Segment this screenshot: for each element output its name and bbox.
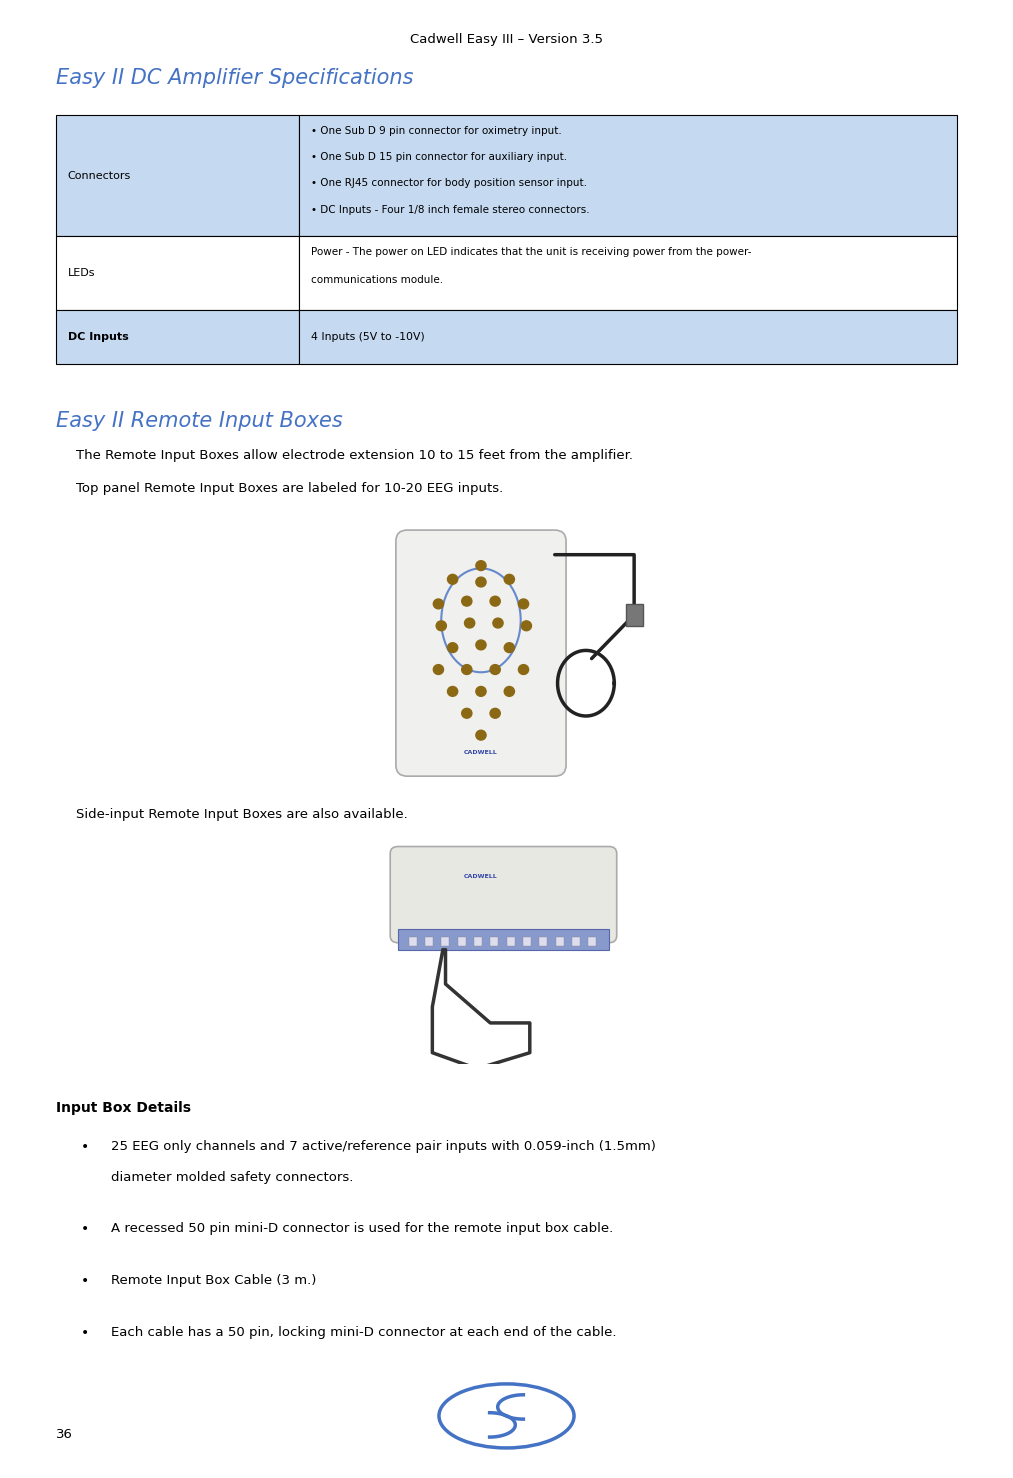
Text: •: • [81,1326,89,1339]
Text: • One RJ45 connector for body position sensor input.: • One RJ45 connector for body position s… [311,179,588,188]
FancyBboxPatch shape [390,847,617,943]
Circle shape [504,643,515,653]
Text: 25 EEG only channels and 7 active/reference pair inputs with 0.059-inch (1.5mm): 25 EEG only channels and 7 active/refere… [111,1140,656,1153]
Circle shape [465,618,475,628]
Circle shape [462,708,472,718]
Bar [408,937,416,946]
Text: Power - The power on LED indicates that the unit is receiving power from the pow: Power - The power on LED indicates that … [311,247,752,257]
Bar [56,310,299,364]
Bar [56,115,299,236]
Circle shape [476,730,486,740]
Circle shape [476,686,486,696]
Text: • One Sub D 15 pin connector for auxiliary input.: • One Sub D 15 pin connector for auxilia… [311,152,567,163]
Text: communications module.: communications module. [311,275,444,285]
Circle shape [448,686,458,696]
FancyBboxPatch shape [396,531,566,776]
Bar [458,937,466,946]
Bar [555,937,563,946]
Circle shape [519,599,529,609]
Bar [589,937,597,946]
Circle shape [462,596,472,606]
Bar [425,937,433,946]
Text: DC Inputs: DC Inputs [68,333,129,341]
Text: LEDs: LEDs [68,269,95,278]
Circle shape [476,576,486,587]
Bar [474,937,482,946]
Circle shape [476,640,486,650]
Circle shape [476,560,486,571]
Text: Easy II Remote Input Boxes: Easy II Remote Input Boxes [56,411,342,432]
Text: CADWELL: CADWELL [464,751,497,755]
Text: The Remote Input Boxes allow electrode extension 10 to 15 feet from the amplifie: The Remote Input Boxes allow electrode e… [76,449,633,463]
Circle shape [490,596,500,606]
Text: Side-input Remote Input Boxes are also available.: Side-input Remote Input Boxes are also a… [76,808,407,822]
Circle shape [462,665,472,674]
FancyBboxPatch shape [398,930,609,950]
Circle shape [493,618,503,628]
Circle shape [519,665,529,674]
Bar [490,937,498,946]
Bar [572,937,579,946]
Circle shape [522,621,532,631]
Circle shape [434,599,444,609]
Circle shape [490,708,500,718]
Circle shape [490,665,500,674]
Text: • DC Inputs - Four 1/8 inch female stereo connectors.: • DC Inputs - Four 1/8 inch female stere… [311,204,590,214]
Circle shape [437,621,447,631]
Text: Easy II DC Amplifier Specifications: Easy II DC Amplifier Specifications [56,68,413,89]
Circle shape [504,575,515,584]
Text: 36: 36 [56,1428,73,1441]
Bar [299,115,957,236]
Circle shape [448,643,458,653]
Text: 4 Inputs (5V to -10V): 4 Inputs (5V to -10V) [311,333,425,341]
Bar [299,310,957,364]
Bar [299,236,957,310]
Text: Top panel Remote Input Boxes are labeled for 10-20 EEG inputs.: Top panel Remote Input Boxes are labeled… [76,482,503,495]
Bar [442,937,449,946]
Text: CADWELL: CADWELL [464,873,497,879]
Bar [539,937,547,946]
Text: A recessed 50 pin mini-D connector is used for the remote input box cable.: A recessed 50 pin mini-D connector is us… [111,1222,614,1236]
Text: •: • [81,1140,89,1153]
Bar [506,937,515,946]
Text: •: • [81,1222,89,1236]
Circle shape [504,686,515,696]
Text: Input Box Details: Input Box Details [56,1101,190,1114]
Text: • One Sub D 9 pin connector for oximetry input.: • One Sub D 9 pin connector for oximetry… [311,126,562,136]
Circle shape [434,665,444,674]
Bar [523,937,531,946]
Bar [626,605,642,625]
Text: Each cable has a 50 pin, locking mini-D connector at each end of the cable.: Each cable has a 50 pin, locking mini-D … [111,1326,617,1339]
Text: •: • [81,1274,89,1287]
Circle shape [448,575,458,584]
Text: Cadwell Easy III – Version 3.5: Cadwell Easy III – Version 3.5 [410,33,603,46]
Text: diameter molded safety connectors.: diameter molded safety connectors. [111,1171,354,1184]
Text: Connectors: Connectors [68,171,131,180]
Text: Remote Input Box Cable (3 m.): Remote Input Box Cable (3 m.) [111,1274,317,1287]
Bar [56,236,299,310]
